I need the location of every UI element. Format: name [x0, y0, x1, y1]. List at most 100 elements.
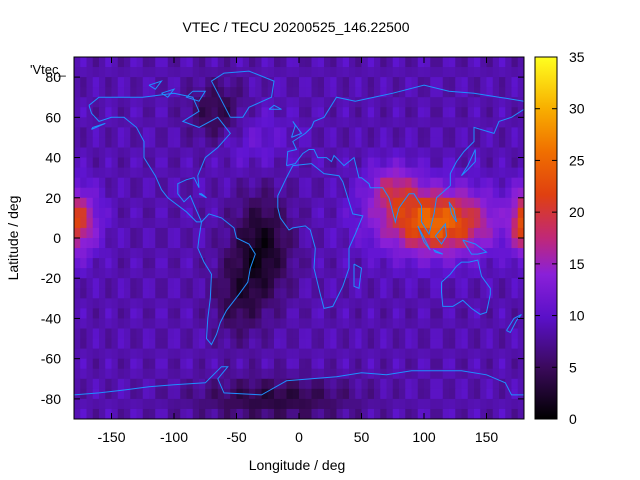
heatmap-cell	[311, 238, 319, 249]
heatmap-cell	[480, 127, 488, 139]
heatmap-cell	[317, 87, 325, 98]
heatmap-cell	[430, 288, 438, 299]
heatmap-cell	[474, 157, 481, 169]
heatmap-cell	[74, 278, 81, 289]
heatmap-cell	[186, 358, 194, 370]
heatmap-cell	[430, 187, 438, 199]
heatmap-cell	[367, 308, 375, 320]
heatmap-cell	[249, 408, 256, 419]
coastline-segment	[74, 366, 524, 396]
heatmap-cell	[274, 378, 281, 390]
heatmap-cell	[480, 258, 488, 269]
heatmap-cell	[292, 268, 300, 279]
heatmap-cell	[74, 408, 81, 419]
heatmap-cell	[286, 238, 294, 249]
heatmap-cell	[124, 77, 131, 88]
heatmap-cell	[161, 378, 169, 390]
heatmap-cell	[180, 338, 188, 350]
heatmap-cell	[505, 318, 513, 330]
heatmap-cell	[267, 268, 275, 279]
heatmap-cell	[349, 117, 356, 128]
heatmap-cell	[74, 398, 81, 410]
heatmap-cell	[211, 157, 219, 169]
heatmap-cell	[342, 97, 350, 108]
heatmap-cell	[155, 298, 163, 309]
heatmap-cell	[167, 408, 175, 419]
heatmap-cell	[236, 348, 244, 360]
heatmap-cell	[255, 358, 263, 370]
heatmap-cell	[130, 97, 138, 108]
heatmap-cell	[217, 107, 225, 118]
heatmap-cell	[474, 388, 481, 400]
heatmap-cell	[430, 87, 438, 98]
heatmap-cell	[155, 87, 163, 98]
coastline-segment	[353, 263, 363, 290]
heatmap-cell	[286, 127, 294, 139]
heatmap-cell	[480, 67, 488, 78]
heatmap-cell	[280, 197, 288, 209]
heatmap-cell	[292, 117, 300, 128]
heatmap-cell	[411, 117, 419, 128]
heatmap-cell	[467, 157, 475, 169]
heatmap-cell	[280, 248, 288, 259]
heatmap-cell	[374, 408, 381, 419]
heatmap-cell	[280, 308, 288, 320]
heatmap-cell	[474, 298, 481, 309]
heatmap-cell	[505, 87, 513, 98]
heatmap-cell	[492, 338, 500, 350]
heatmap-cell	[461, 117, 469, 128]
heatmap-cell	[486, 258, 494, 269]
heatmap-cell	[486, 278, 494, 289]
heatmap-cell	[261, 217, 269, 229]
heatmap-cell	[399, 308, 406, 320]
heatmap-cell	[355, 67, 363, 78]
heatmap-cell	[449, 368, 456, 380]
heatmap-cell	[374, 388, 381, 400]
heatmap-cell	[111, 87, 119, 98]
heatmap-cell	[474, 107, 481, 118]
heatmap-cell	[186, 117, 194, 128]
heatmap-cell	[205, 157, 213, 169]
heatmap-cell	[180, 197, 188, 209]
heatmap-cell	[130, 167, 138, 179]
heatmap-cell	[305, 408, 313, 419]
heatmap-cell	[80, 107, 88, 118]
heatmap-cell	[392, 368, 400, 380]
heatmap-cell	[411, 207, 419, 219]
heatmap-cell	[449, 348, 456, 360]
heatmap-cell	[449, 127, 456, 139]
heatmap-cell	[324, 318, 331, 330]
heatmap-cell	[449, 268, 456, 279]
heatmap-cell	[436, 408, 444, 419]
heatmap-cell	[205, 177, 213, 189]
heatmap-cell	[411, 187, 419, 199]
heatmap-cell	[430, 268, 438, 279]
heatmap-cell	[461, 288, 469, 299]
heatmap-cell	[267, 67, 275, 78]
heatmap-cell	[92, 177, 100, 189]
heatmap-cell	[299, 217, 306, 229]
heatmap-cell	[342, 177, 350, 189]
heatmap-cell	[92, 127, 100, 139]
heatmap-cell	[430, 328, 438, 340]
heatmap-cell	[174, 207, 181, 219]
heatmap-cell	[111, 328, 119, 340]
heatmap-cell	[161, 328, 169, 340]
heatmap-cell	[230, 268, 238, 279]
heatmap-cell	[167, 167, 175, 179]
heatmap-cell	[174, 318, 181, 330]
heatmap-cell	[205, 328, 213, 340]
heatmap-cell	[74, 248, 81, 259]
heatmap-cell	[349, 167, 356, 179]
heatmap-cell	[74, 117, 81, 128]
heatmap-cell	[124, 197, 131, 209]
heatmap-cell	[455, 97, 463, 108]
heatmap-cell	[230, 338, 238, 350]
heatmap-cell	[92, 368, 100, 380]
heatmap-cell	[367, 227, 375, 239]
heatmap-cell	[455, 388, 463, 400]
coastline-segment	[506, 313, 522, 334]
heatmap-cell	[155, 57, 163, 68]
heatmap-cell	[392, 197, 400, 209]
heatmap-cell	[299, 137, 306, 149]
